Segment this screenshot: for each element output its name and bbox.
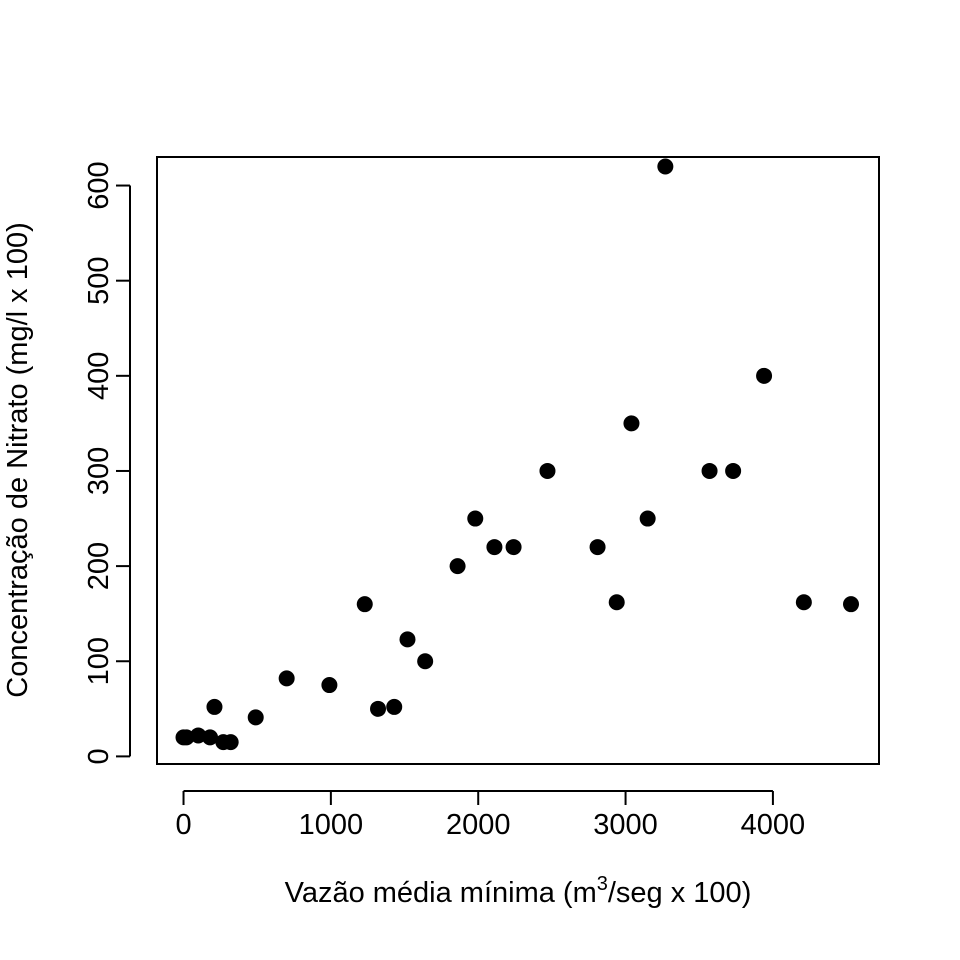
plot-frame (156, 156, 880, 765)
data-point (795, 594, 812, 611)
data-point (178, 729, 195, 746)
data-point (539, 462, 556, 479)
data-point (278, 670, 295, 687)
data-point (190, 727, 207, 744)
y-tick-label: 600 (83, 161, 115, 209)
data-point (247, 709, 264, 726)
y-tick-label: 200 (83, 542, 115, 590)
data-point (756, 367, 773, 384)
data-point (623, 415, 640, 432)
y-tick-label: 0 (83, 748, 115, 764)
data-point (589, 539, 606, 556)
x-axis-title-superscript: 3 (597, 873, 608, 895)
y-axis-title: Concentração de Nitrato (mg/l x 100) (2, 222, 34, 698)
data-point (206, 698, 223, 715)
data-point (639, 510, 656, 527)
data-points (175, 158, 860, 751)
data-point (505, 539, 522, 556)
data-point (321, 677, 338, 694)
data-point (417, 653, 434, 670)
data-point (202, 729, 219, 746)
x-axis-title: Vazão média mínima (m3/seg x 100) (285, 873, 752, 909)
y-tick-label: 400 (83, 352, 115, 400)
y-tick-label: 300 (83, 447, 115, 495)
data-point (399, 631, 416, 648)
data-point (701, 462, 718, 479)
x-axis-title-suffix: /seg x 100) (608, 877, 751, 909)
data-point (467, 510, 484, 527)
data-point (449, 558, 466, 575)
x-axis: 0 1000 2000 3000 4000 (175, 790, 806, 841)
data-point (386, 698, 403, 715)
data-point (725, 462, 742, 479)
data-point (356, 596, 373, 613)
data-point (486, 539, 503, 556)
x-tick-label: 2000 (446, 809, 511, 841)
x-axis-title-prefix: Vazão média mínima (m (285, 877, 597, 909)
x-tick-label: 1000 (299, 809, 364, 841)
x-tick-label: 3000 (593, 809, 658, 841)
x-tick-label: 4000 (741, 809, 806, 841)
data-point (608, 594, 625, 611)
data-point (370, 700, 387, 717)
data-point (222, 734, 239, 751)
y-axis: 0 100 200 300 400 500 600 (83, 161, 131, 764)
y-tick-label: 500 (83, 256, 115, 304)
x-tick-label: 0 (175, 809, 191, 841)
data-point (657, 158, 674, 175)
y-tick-label: 100 (83, 637, 115, 685)
data-point (843, 596, 860, 613)
